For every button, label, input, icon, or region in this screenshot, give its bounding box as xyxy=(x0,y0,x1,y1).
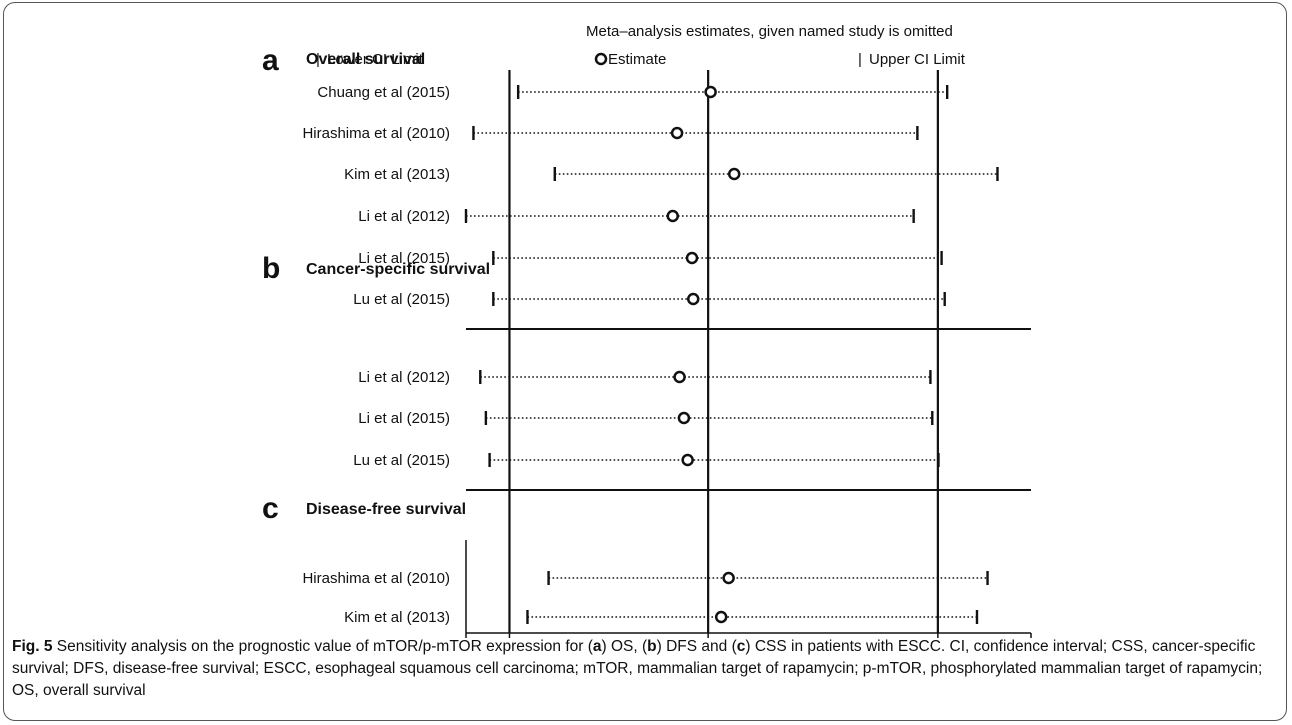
study-label: Hirashima et al (2010) xyxy=(302,125,450,142)
legend-lower-label: Lower CI Limit xyxy=(327,51,424,68)
figure-caption: Fig. 5 Sensitivity analysis on the progn… xyxy=(12,636,1277,702)
panel-letter-b: b xyxy=(262,252,280,285)
caption-text-3: ) DFS and ( xyxy=(656,638,737,655)
panel-title-b: Cancer-specific survival xyxy=(306,261,490,278)
study-label: Li et al (2012) xyxy=(358,369,450,386)
study-label: Lu et al (2015) xyxy=(353,452,450,469)
study-label: Hirashima et al (2010) xyxy=(302,570,450,587)
estimate-marker xyxy=(681,453,694,467)
caption-text-4: ) CSS in patients with ESCC. CI, confide… xyxy=(12,638,1263,699)
legend-lower-marker: | xyxy=(316,51,320,68)
study-label: Li et al (2015) xyxy=(358,410,450,427)
caption-text-1: Sensitivity analysis on the prognostic v… xyxy=(52,638,593,655)
estimate-marker xyxy=(686,292,700,306)
legend-upper-label: Upper CI Limit xyxy=(869,51,966,68)
forest-plot: Meta–analysis estimates, given named stu… xyxy=(262,23,1032,638)
study-label: Lu et al (2015) xyxy=(353,291,450,308)
caption-fig-label: Fig. 5 xyxy=(12,638,53,655)
panel-title-a: Overall survival xyxy=(306,51,425,68)
caption-letter-a: a xyxy=(592,638,602,655)
caption-letter-b: b xyxy=(647,638,657,655)
plot-area: 1.581.651.972.342.49aOverall survivalChu… xyxy=(262,44,1032,638)
study-label: Kim et al (2013) xyxy=(344,609,450,626)
estimate-marker xyxy=(722,571,735,585)
legend-upper-marker: | xyxy=(858,51,862,68)
estimate-marker xyxy=(727,167,741,181)
estimate-marker xyxy=(666,209,680,223)
caption-text-2: ) OS, ( xyxy=(601,638,648,655)
estimate-marker xyxy=(673,370,686,384)
panel-letter-c: c xyxy=(262,492,279,525)
study-label: Chuang et al (2015) xyxy=(317,84,450,101)
panel-letter-a: a xyxy=(262,44,279,77)
caption-letter-c: c xyxy=(736,638,746,655)
panel-title-c: Disease-free survival xyxy=(306,501,466,518)
chart-title: Meta–analysis estimates, given named stu… xyxy=(586,23,953,40)
estimate-marker xyxy=(685,251,699,265)
figure-frame xyxy=(3,2,1287,721)
study-label: Li et al (2015) xyxy=(358,250,450,267)
legend-estimate-label: Estimate xyxy=(608,51,666,68)
estimate-marker xyxy=(714,610,728,624)
study-label: Li et al (2012) xyxy=(358,208,450,225)
study-label: Kim et al (2013) xyxy=(344,166,450,183)
estimate-marker xyxy=(670,126,684,140)
estimate-marker xyxy=(704,85,717,99)
legend-estimate-marker xyxy=(594,52,608,66)
estimate-marker xyxy=(677,411,691,425)
